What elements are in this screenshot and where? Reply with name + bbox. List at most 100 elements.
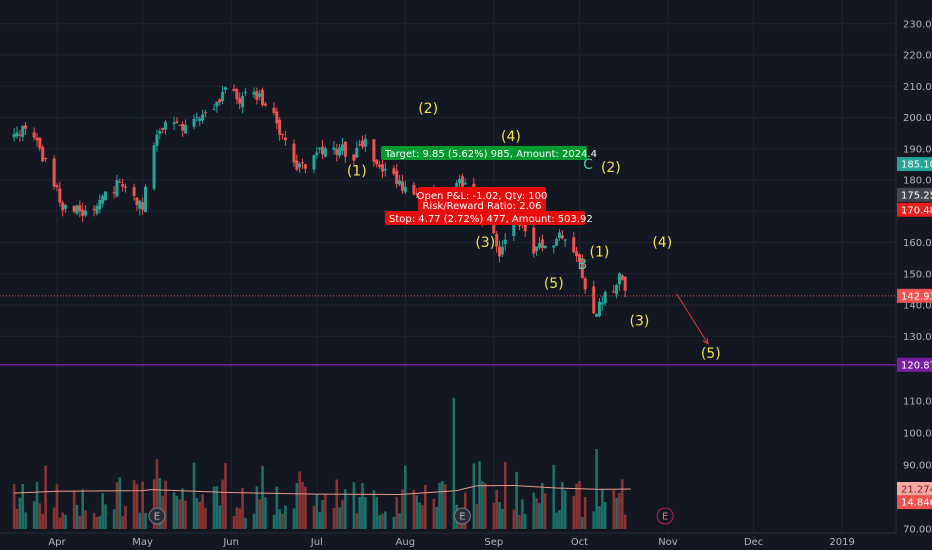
candle-body [263, 103, 267, 106]
volume-bar [41, 513, 45, 529]
wave-label[interactable]: (5) [544, 276, 564, 292]
candle-body [455, 182, 459, 189]
candle-body [278, 119, 282, 135]
wave-label[interactable]: (4) [652, 235, 672, 251]
candle-body [92, 208, 96, 211]
volume-axis: 110.00 100.00 90.00 70.00 [903, 397, 932, 536]
candle-body [360, 140, 364, 147]
volume-bar [158, 478, 162, 529]
candle-body [261, 90, 265, 105]
candle-body [158, 131, 162, 134]
volume-bar [404, 465, 407, 529]
volume-bar [515, 471, 518, 529]
candle-body [121, 184, 125, 187]
position-tool[interactable]: Target: 9.85 (5.62%) 985, Amount: 2024.4… [381, 146, 597, 225]
volume-bar [101, 493, 104, 529]
wave-labels[interactable]: (2) (1) (4) (3) (5) C B (2) (1) (4) (3) (5) [347, 101, 721, 362]
volume-bar [581, 517, 584, 529]
candle-body [358, 144, 362, 146]
volume-bar [175, 495, 179, 529]
earnings-marker[interactable] [148, 507, 166, 525]
price-badge-box [897, 157, 932, 172]
candle-body [232, 88, 236, 92]
candle-body [315, 152, 319, 155]
volume-bar [352, 482, 356, 529]
candle-body [192, 118, 196, 127]
wave-label[interactable]: (3) [475, 235, 495, 251]
volume-bar [481, 481, 484, 529]
volume-bar [324, 494, 327, 529]
volume-bar [315, 494, 319, 529]
wave-label[interactable]: (3) [629, 313, 649, 329]
volume-bar [572, 496, 576, 529]
volume-bar [195, 498, 199, 529]
volume-bar [452, 397, 456, 529]
volume-badge-box [897, 495, 932, 510]
candle-body [577, 254, 581, 262]
volume-bar [355, 513, 359, 529]
earnings-marker[interactable] [656, 507, 674, 525]
candle-body [138, 200, 142, 209]
horizontal-lines[interactable] [0, 295, 896, 366]
stop-label-box[interactable] [385, 211, 585, 225]
candle-body [617, 273, 621, 285]
wave-label[interactable]: B [578, 257, 588, 273]
volume-bar [272, 514, 276, 529]
wave-label[interactable]: C [583, 157, 593, 173]
open-pnl-label: Open P&L: -1.02, Qty: 100 [417, 191, 548, 202]
volume-bar [218, 505, 222, 529]
volume-bar [435, 506, 439, 529]
stop-label: Stop: 4.77 (2.72%) 477, Amount: 503.92 [389, 214, 593, 225]
wave-label[interactable]: (1) [347, 163, 367, 179]
candle-body [540, 239, 544, 249]
candle-body [395, 170, 399, 185]
volume-bar [552, 464, 556, 529]
candle-body [52, 158, 56, 187]
candle-body [572, 237, 576, 253]
candle-body [38, 137, 42, 149]
wave-label[interactable]: (2) [601, 160, 621, 176]
volume-bar [98, 516, 102, 529]
volume-bar [378, 515, 381, 529]
projection-arrow-line[interactable] [676, 293, 709, 345]
volume-bar [92, 512, 96, 529]
volume-bar [201, 494, 204, 529]
earnings-marker[interactable] [453, 507, 471, 525]
wave-label[interactable]: (4) [501, 129, 521, 145]
volume-bar [578, 480, 581, 529]
price-tick-label: 150.00 [903, 269, 932, 280]
candle-body [24, 125, 28, 129]
candle-body [583, 278, 587, 290]
wave-label[interactable]: (2) [418, 101, 438, 117]
candle-body [132, 187, 136, 196]
volume-bar [612, 489, 616, 529]
candle-body [512, 222, 516, 237]
candle-body [161, 127, 165, 130]
candle-body [195, 117, 199, 119]
volume-bar [361, 483, 364, 529]
candle-body [592, 286, 596, 314]
volume-bar [244, 517, 247, 529]
wave-label[interactable]: (1) [590, 245, 610, 261]
volume-bar [44, 465, 47, 529]
candle-body [21, 126, 25, 137]
target-label-box[interactable] [381, 146, 587, 160]
candle-body [32, 132, 36, 138]
volume-badge: 21.274M [901, 485, 932, 496]
candle-body [298, 163, 302, 168]
volume-bar [392, 516, 396, 529]
volume-bar [412, 489, 416, 529]
volume-bar [275, 486, 279, 529]
candle-body [104, 191, 108, 200]
time-tick-label: 2019 [829, 537, 854, 548]
volume-bar [538, 503, 541, 529]
pnl-label-box[interactable] [418, 187, 546, 211]
time-axis[interactable]: Apr May Jun Jul Aug Sep Oct Nov Dec 2019 [48, 537, 855, 548]
volume-bar [264, 497, 267, 529]
candle-body [500, 246, 504, 255]
wave-label[interactable]: (5) [701, 346, 721, 362]
volume-bar [558, 510, 561, 529]
volume-bar [492, 502, 496, 529]
